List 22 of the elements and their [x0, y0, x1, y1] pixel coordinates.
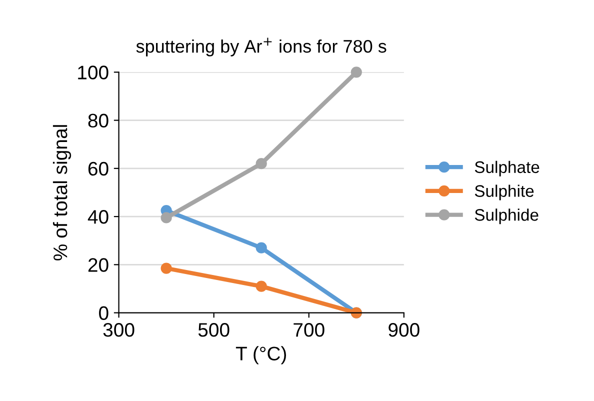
point: [160, 212, 172, 224]
chart-title: sputtering by Ar$^{+}$ ions for 780 s: [136, 38, 386, 56]
x-tick-label: 500: [198, 323, 230, 337]
y-tick-label: 40: [88, 210, 108, 224]
point: [256, 242, 267, 254]
x-tick-label: 700: [294, 323, 324, 337]
y-tick-label: 20: [88, 258, 108, 272]
point: [256, 158, 267, 170]
legend-label: Sulphite: [474, 184, 534, 200]
y-axis-title: % of total signal: [52, 125, 72, 260]
x-axis-title: T (°C): [236, 346, 286, 364]
y-tick-label: 0: [99, 306, 108, 320]
legend-label: Sulphide: [474, 208, 538, 224]
y-tick-label: 60: [88, 162, 108, 176]
x-tick-label: 900: [388, 323, 420, 337]
x-tick-label: 300: [103, 323, 134, 337]
point: [350, 66, 362, 78]
y-tick-label: 100: [78, 66, 108, 80]
y-tick-label: 80: [88, 114, 108, 128]
legend-label: Sulphate: [474, 160, 540, 176]
point: [160, 262, 172, 274]
point: [256, 280, 267, 292]
